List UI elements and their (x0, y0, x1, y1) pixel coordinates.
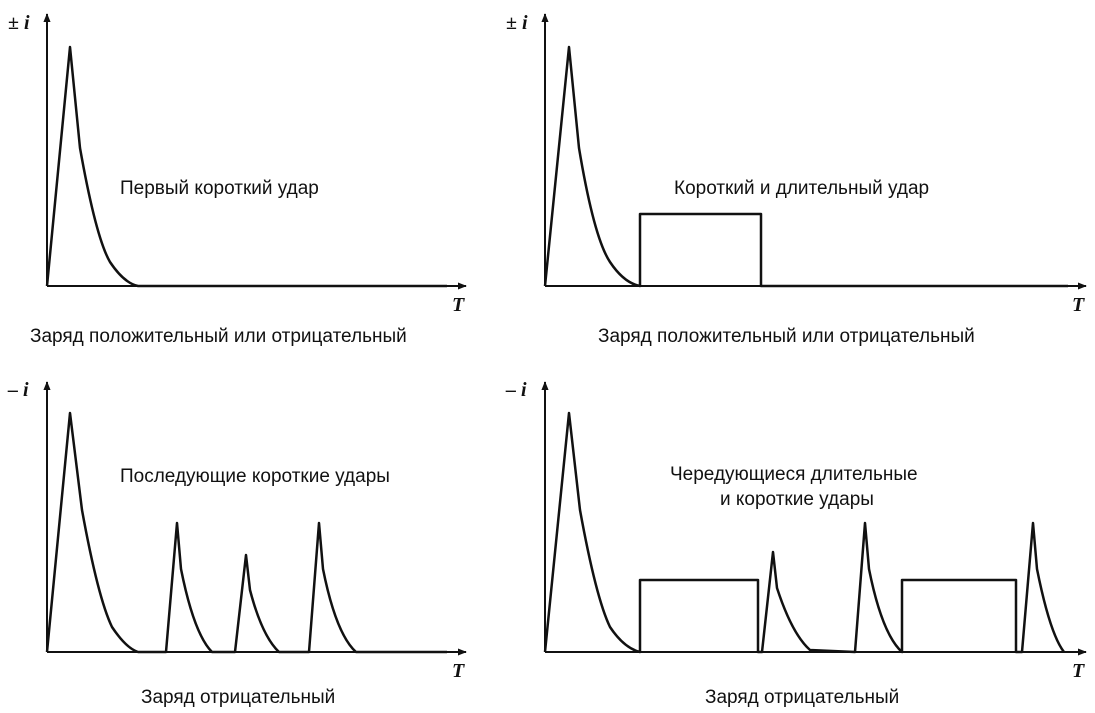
current-waveform (45, 45, 447, 288)
panel-caption: Заряд положительный или отрицательный (30, 326, 407, 347)
x-axis-label: T (452, 294, 465, 316)
current-waveform (543, 45, 1068, 288)
panel-title-line-1: Чередующиеся длительные (670, 464, 918, 485)
x-axis-label: T (1072, 660, 1085, 682)
y-axis-label: ± i (506, 12, 528, 34)
y-axis-label: – i (7, 379, 29, 401)
panel-title: Короткий и длительный удар (674, 178, 929, 199)
x-axis-label: T (1072, 294, 1085, 316)
y-axis-label: – i (505, 379, 527, 401)
panel-subsequent-short-strokes: – i T Последующие короткие удары Заряд о… (7, 379, 467, 708)
x-axis-label: T (452, 660, 465, 682)
panel-alternating-long-and-short-strokes: – i T Чередующиеся длительные и короткие… (505, 379, 1087, 708)
current-waveform (543, 411, 1066, 654)
panel-title: Первый короткий удар (120, 178, 319, 199)
y-axis-label: ± i (8, 12, 30, 34)
current-waveform (45, 411, 447, 654)
panel-first-short-stroke: ± i T Первый короткий удар Заряд положит… (8, 12, 467, 347)
panel-caption: Заряд положительный или отрицательный (598, 326, 975, 347)
panel-caption: Заряд отрицательный (141, 687, 335, 708)
panel-caption: Заряд отрицательный (705, 687, 899, 708)
panel-title: Последующие короткие удары (120, 466, 390, 487)
panel-title-line-2: и короткие удары (720, 489, 874, 510)
panel-short-and-long-stroke: ± i T Короткий и длительный удар Заряд п… (506, 12, 1087, 347)
